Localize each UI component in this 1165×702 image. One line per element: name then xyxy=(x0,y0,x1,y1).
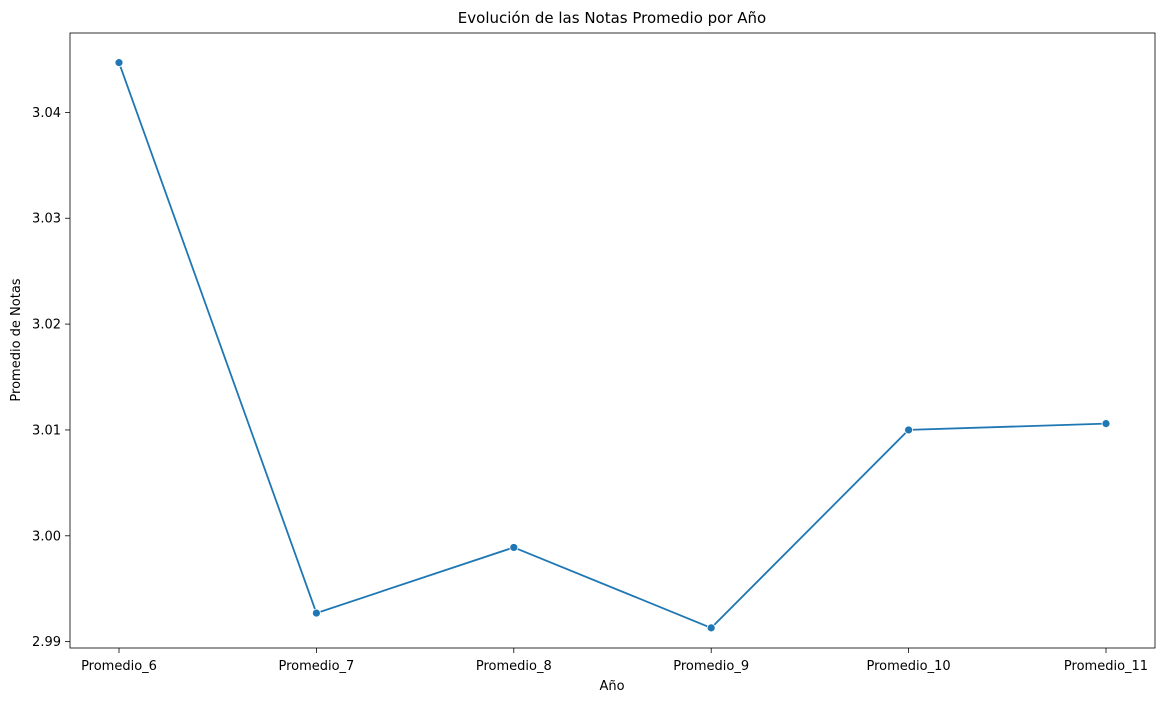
data-point xyxy=(311,608,321,618)
y-tick-label: 3.03 xyxy=(32,212,61,227)
y-tick-label: 2.99 xyxy=(32,635,61,650)
data-point xyxy=(904,425,913,435)
y-tick-label: 3.01 xyxy=(32,423,61,438)
x-axis-label: Año xyxy=(599,679,624,694)
x-tick-label: Promedio_6 xyxy=(81,659,157,674)
series-markers xyxy=(114,58,1111,633)
chart-title: Evolución de las Notas Promedio por Año xyxy=(458,9,766,27)
data-point xyxy=(1101,419,1111,428)
data-point xyxy=(114,58,124,68)
x-axis: Promedio_6 Promedio_7 Promedio_8 Promedio_9… xyxy=(81,648,1148,674)
data-point xyxy=(509,543,519,552)
y-tick-label: 3.00 xyxy=(32,529,61,544)
x-tick-label: Promedio_9 xyxy=(673,659,749,674)
x-tick-label: Promedio_7 xyxy=(278,659,354,674)
x-tick-label: Promedio_10 xyxy=(867,659,951,674)
y-axis: 2.99 3.00 3.01 3.02 3.03 3.04 xyxy=(32,106,70,650)
data-point xyxy=(706,623,716,633)
y-tick-label: 3.04 xyxy=(32,106,61,121)
x-tick-label: Promedio_11 xyxy=(1064,659,1148,674)
y-axis-label: Promedio de Notas xyxy=(9,278,24,401)
series-line xyxy=(118,62,1107,629)
x-tick-label: Promedio_8 xyxy=(476,659,552,674)
plot-area xyxy=(69,32,1156,649)
y-tick-label: 3.02 xyxy=(32,318,61,333)
